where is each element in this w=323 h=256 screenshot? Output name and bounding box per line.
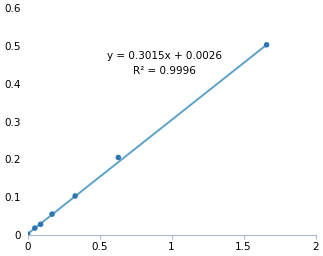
Point <box>264 43 269 47</box>
Point <box>38 222 43 226</box>
Point <box>49 212 55 216</box>
Point <box>25 232 30 236</box>
Text: y = 0.3015x + 0.0026
R² = 0.9996: y = 0.3015x + 0.0026 R² = 0.9996 <box>107 51 222 76</box>
Point <box>32 226 37 230</box>
Point <box>116 155 121 159</box>
Point <box>73 194 78 198</box>
